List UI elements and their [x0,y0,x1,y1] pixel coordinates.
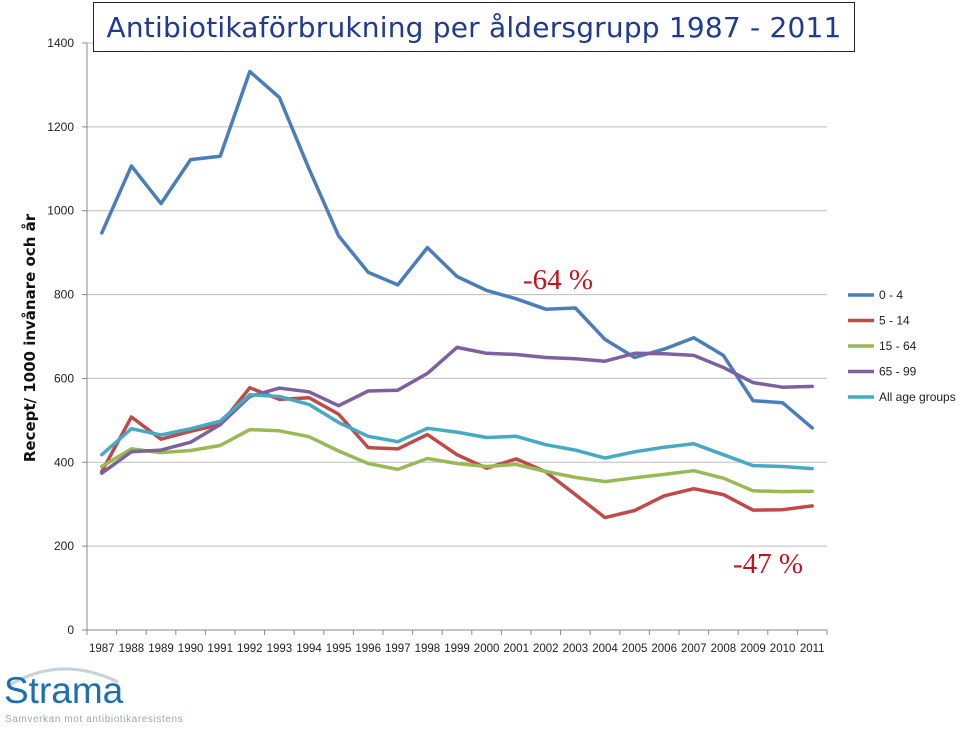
legend: 0 - 4 5 - 14 15 - 64 65 - 99 All age groups [848,288,956,404]
series-line-1 [100,385,814,520]
x-tick-label: 2010 [770,643,796,655]
chart-title-box: Antibiotikaförbrukning per åldersgrupp 1… [93,2,855,52]
gridlines [87,42,827,547]
x-tick-label: 2006 [651,643,677,655]
series-line-0 [100,69,814,430]
x-tick-label: 1989 [148,643,174,655]
x-tick-label: 2011 [800,643,825,655]
x-tick-label: 2001 [503,643,529,655]
x-tick-label: 2007 [681,643,707,655]
x-tick-label: 1996 [355,643,381,655]
legend-label-4: All age groups [879,390,956,404]
y-tick-label: 1400 [47,36,74,50]
x-tick-label: 2003 [563,643,589,655]
x-tick-label: 1995 [326,643,352,655]
x-tick-label: 2002 [533,643,559,655]
series-line-3 [100,345,814,475]
x-tick-label: 2005 [622,643,648,655]
x-tick-label: 2000 [474,643,500,655]
x-tick-label: 1991 [207,643,233,655]
x-axis: 1987 1988 1989 1990 1991 1992 1993 1994 1995 1996… [86,629,828,655]
x-tick-label: 1997 [385,643,411,655]
series-lines [100,69,814,520]
annotation-0-4: -64 % [523,264,593,296]
x-tick-label: 1988 [119,643,145,655]
chart-title: Antibiotikaförbrukning per åldersgrupp 1… [106,10,842,44]
y-tick-label: 0 [67,623,74,637]
x-tick-label: 2009 [740,643,766,655]
y-tick-label: 600 [54,371,74,385]
x-tick-label: 2008 [711,643,737,655]
x-tick-label: 1998 [415,643,441,655]
y-axis: 0 200 400 600 800 1000 1200 1400 [47,36,88,637]
strama-tagline: Samverkan mot antibiotikaresistens [5,714,184,725]
y-tick-label: 400 [54,455,74,469]
y-tick-label: 200 [54,539,74,553]
annotation-5-14: -47 % [733,548,803,580]
strama-logo-arc-icon [7,667,119,688]
legend-label-0: 0 - 4 [879,288,903,302]
x-tick-label: 1992 [237,643,263,655]
x-tick-label: 2004 [592,643,618,655]
legend-label-3: 65 - 99 [879,365,917,379]
x-tick-label: 1990 [178,643,204,655]
x-tick-label: 1994 [296,643,322,655]
legend-label-2: 15 - 64 [879,339,917,353]
x-tick-label: 1999 [444,643,470,655]
legend-label-1: 5 - 14 [879,314,910,328]
series-line-4 [100,393,814,471]
x-tick-label: 1993 [267,643,293,655]
x-tick-label: 1987 [89,643,115,655]
y-tick-label: 800 [54,288,74,302]
y-axis-label: Recept/ 1000 invånare och år [21,213,39,462]
y-tick-label: 1000 [47,204,74,218]
y-tick-label: 1200 [47,120,74,134]
series-line-2 [100,427,814,494]
strama-logo: Strama [4,670,124,711]
